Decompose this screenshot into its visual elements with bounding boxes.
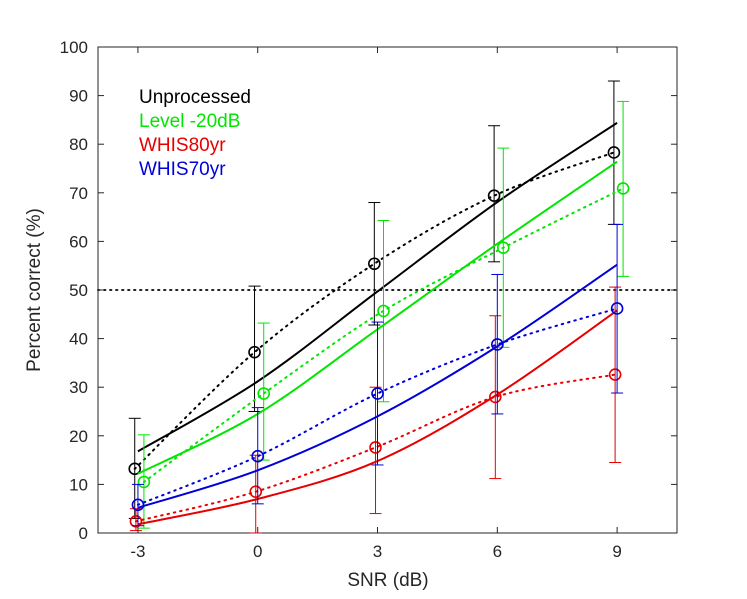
data-point [610, 302, 624, 315]
data-point [616, 182, 630, 195]
data-point [489, 390, 502, 404]
series-unprocessed [128, 80, 621, 519]
x-axis-label: SNR (dB) [347, 570, 428, 591]
data-point [369, 441, 382, 454]
fit-curve [137, 121, 618, 453]
data-point [257, 387, 271, 400]
series-whis80yr [129, 286, 622, 534]
legend-entry: Unprocessed [139, 87, 251, 108]
data-point [129, 515, 143, 528]
data-point [607, 146, 621, 159]
y-tick-label: 90 [69, 87, 88, 106]
data-point [608, 368, 622, 381]
y-axis-label: Percent correct (%) [24, 208, 45, 372]
plot-area [97, 46, 678, 534]
y-axis: 0 10 20 30 40 50 60 70 80 90 100 [60, 38, 677, 543]
legend: Unprocessed Level -20dB WHIS80yr WHIS70yr [139, 87, 251, 180]
data-point [128, 462, 142, 476]
data-point [368, 257, 381, 271]
y-tick-label: 40 [69, 330, 88, 349]
x-tick-label: 3 [373, 542, 382, 561]
y-tick-label: 0 [79, 524, 88, 543]
data-point [491, 338, 504, 351]
legend-entry: WHIS80yr [139, 135, 226, 156]
data-point [377, 304, 390, 318]
y-tick-label: 20 [69, 427, 88, 446]
data-point [248, 345, 261, 359]
series-whis70yr [131, 223, 624, 527]
x-tick-label: 0 [253, 542, 262, 561]
data-line [133, 151, 615, 470]
y-tick-label: 60 [69, 232, 88, 251]
data-point [251, 449, 265, 463]
x-tick-label: -3 [130, 542, 145, 561]
y-tick-label: 70 [69, 184, 88, 203]
y-tick-label: 80 [69, 135, 88, 154]
legend-entry: WHIS70yr [139, 159, 226, 180]
y-tick-label: 50 [69, 281, 88, 300]
legend-entry: Level -20dB [139, 111, 240, 132]
data-point [496, 241, 510, 255]
data-point [487, 189, 501, 203]
data-point [131, 498, 145, 512]
data-point [249, 485, 263, 498]
y-tick-label: 30 [69, 378, 88, 397]
data-line [134, 373, 617, 523]
data-point [371, 387, 384, 400]
data-line [136, 307, 619, 506]
x-tick-label: 9 [612, 542, 621, 561]
y-tick-label: 10 [69, 475, 88, 494]
x-tick-label: 6 [493, 542, 502, 561]
data-point [137, 475, 151, 489]
y-tick-label: 100 [60, 38, 88, 57]
x-axis: -3 0 3 6 9 [130, 47, 622, 561]
